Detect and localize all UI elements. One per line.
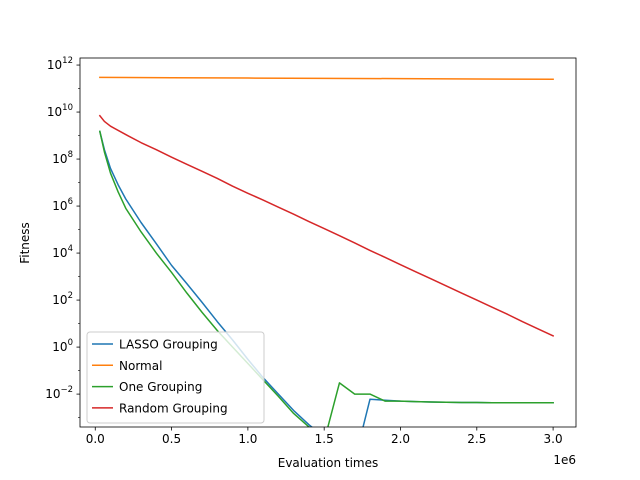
- x-offset-text: 1e6: [553, 453, 576, 467]
- x-tick-label: 3.0: [544, 432, 563, 446]
- y-tick-label: 100: [52, 338, 73, 354]
- legend-label: One Grouping: [119, 380, 202, 394]
- y-tick-label: 106: [52, 197, 73, 213]
- legend-box: [86, 331, 265, 424]
- legend-label: LASSO Grouping: [119, 338, 218, 352]
- legend-label: Normal: [119, 359, 162, 373]
- legend: LASSO Grouping Normal One Grouping Random G…: [86, 331, 265, 424]
- axes: 0.0 0.5 1.0 1.5 2.0 2.5 3.0 10−2 100 102 104 106 108…: [45, 56, 577, 446]
- x-tick-label: 2.0: [391, 432, 410, 446]
- y-tick-label: 10−2: [45, 385, 73, 401]
- plot-frame: [79, 57, 577, 428]
- series-line-normal: [99, 76, 554, 80]
- legend-label: Random Grouping: [119, 401, 228, 415]
- x-axis-label: Evaluation times: [278, 456, 379, 470]
- x-tick-label: 2.5: [467, 432, 486, 446]
- x-tick-label: 0.0: [86, 432, 105, 446]
- x-tick-label: 1.0: [238, 432, 257, 446]
- y-tick-label: 1010: [47, 103, 73, 119]
- y-tick-label: 108: [52, 150, 73, 166]
- series-line-random-grouping: [98, 114, 555, 337]
- x-tick-label: 0.5: [162, 432, 181, 446]
- y-tick-label: 102: [52, 291, 73, 307]
- y-axis-label: Fitness: [18, 222, 32, 264]
- x-tick-label: 1.5: [315, 432, 334, 446]
- y-tick-label: 104: [52, 244, 73, 260]
- y-tick-label: 1012: [47, 56, 73, 72]
